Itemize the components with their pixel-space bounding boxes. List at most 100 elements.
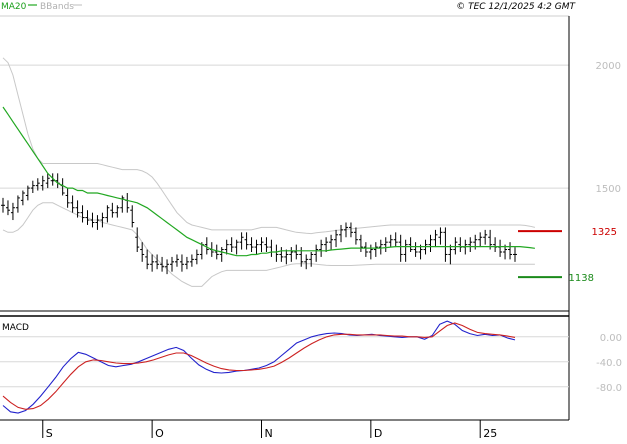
ohlc-bar [204, 237, 209, 255]
copyright-text: © TEC 12/1/2025 4:2 GMT [456, 2, 576, 12]
macd-gridlines [0, 336, 569, 388]
ohlc-bar [438, 227, 443, 245]
ohlc-bar [314, 244, 319, 262]
ohlc-bar [343, 222, 348, 238]
ohlc-bar [388, 234, 393, 248]
ohlc-bar [324, 237, 329, 252]
ohlc-bar [30, 180, 35, 193]
ohlc-bar [90, 212, 95, 228]
ohlc-bar [160, 256, 165, 272]
ohlc-bar [214, 244, 219, 260]
x-tick-label: 25 [483, 427, 497, 440]
x-tick-label: N [264, 427, 272, 440]
ohlc-bar [363, 242, 368, 257]
ohlc-bar [224, 239, 229, 255]
ohlc-bar [289, 247, 294, 262]
ohlc-bar [65, 188, 70, 208]
macd-lines [2, 320, 516, 414]
ohlc-bar [428, 234, 433, 252]
ohlc-bar [403, 239, 408, 262]
ohlc-bar [155, 254, 160, 270]
x-tick-label: O [155, 427, 164, 440]
ohlc-bar [468, 237, 473, 252]
ohlc-bar [219, 247, 224, 262]
ohlc-bar [378, 239, 383, 255]
ohlc-bar [45, 173, 50, 189]
ohlc-bar [398, 234, 403, 262]
macd-title: MACD [2, 323, 29, 333]
level-label: 1325 [592, 227, 617, 238]
ohlc-bar [508, 242, 513, 260]
ma20-path [2, 106, 535, 257]
ma20-line [2, 106, 535, 257]
ohlc-bar [453, 237, 458, 255]
ohlc-bar [184, 256, 189, 270]
ohlc-bar [319, 239, 324, 257]
ohlc-bar [194, 249, 199, 265]
price-gridlines [0, 64, 569, 189]
ohlc-bar [348, 222, 353, 238]
ohlc-bar [513, 247, 517, 262]
ohlc-bar [393, 232, 398, 248]
ohlc-bar [249, 237, 254, 252]
ohlc-bar [179, 254, 184, 272]
ohlc-bar [85, 210, 90, 225]
ohlc-bar [15, 195, 20, 213]
ohlc-bar [5, 200, 10, 216]
macd-tick-label: 0.00 [600, 333, 622, 344]
price-tick-label: 1500 [596, 184, 621, 195]
ohlc-bar [279, 247, 284, 262]
ohlc-bar [483, 229, 488, 245]
ohlc-bar [383, 237, 388, 252]
x-tick-label: D [374, 427, 382, 440]
ohlc-bar [353, 227, 358, 245]
ohlc-bar [294, 244, 299, 260]
ohlc-bar [100, 212, 105, 228]
ohlc-bar [304, 254, 309, 270]
ohlc-bar [229, 237, 234, 252]
ohlc-bar [174, 254, 179, 267]
macd-signal-line [2, 322, 516, 410]
macd-tick-label: -40.0 [596, 358, 622, 369]
ohlc-bar [433, 229, 438, 248]
price-levels: 1325 1138 [518, 227, 617, 284]
ohlc-bar [25, 185, 30, 201]
ohlc-bar [189, 254, 194, 267]
ohlc-bar [130, 205, 135, 228]
bb-upper-line [2, 57, 536, 235]
macd-axis-ticks: 0.00 -40.0 -80.0 [596, 333, 622, 394]
ohlc-bar [165, 259, 170, 275]
ohlc-bar [408, 237, 413, 252]
ohlc-bar [264, 237, 269, 252]
ohlc-bar [75, 200, 80, 218]
ohlc-bar [368, 244, 373, 260]
ohlc-bar [120, 195, 125, 213]
ohlc-bar [443, 227, 448, 262]
ohlc-bar [40, 175, 45, 191]
ohlc-bar [244, 232, 249, 250]
ohlc-bar [110, 202, 115, 218]
ohlc-bar [334, 229, 339, 248]
ohlc-bar [105, 205, 110, 223]
price-axis-ticks: 2000 1500 [596, 61, 621, 195]
ohlc-bar [145, 249, 150, 270]
ohlc-bar [35, 178, 40, 191]
ohlc-bar [358, 234, 363, 252]
level-label: 1138 [569, 273, 594, 284]
ohlc-bar [95, 215, 100, 230]
ohlc-bar [140, 242, 145, 262]
ohlc-bar [373, 242, 378, 257]
ohlc-bar [234, 239, 239, 255]
ohlc-bar [80, 205, 85, 223]
legend-ma20: MA20 [1, 2, 27, 12]
ohlc-bar [329, 234, 334, 250]
price-bars [1, 173, 517, 275]
ohlc-bar [170, 256, 175, 272]
ohlc-bar [70, 195, 75, 213]
ohlc-bar [448, 244, 453, 265]
ohlc-bar [339, 224, 344, 243]
ohlc-bar [1, 197, 5, 213]
price-tick-label: 2000 [596, 61, 621, 72]
ohlc-bar [254, 239, 259, 255]
